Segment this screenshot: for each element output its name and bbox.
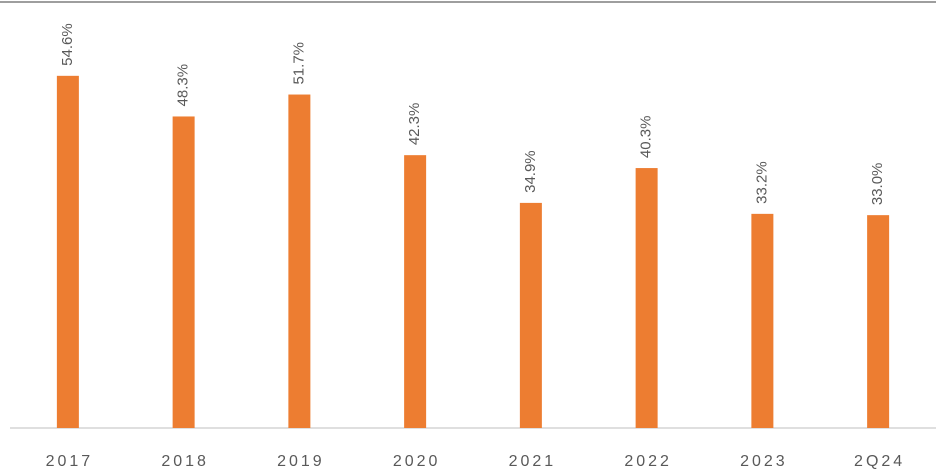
data-label: 42.3% [406, 103, 423, 146]
bar [751, 213, 774, 428]
bar [172, 116, 195, 428]
data-label: 34.9% [522, 150, 539, 193]
data-label: 54.6% [59, 23, 76, 66]
data-label: 33.0% [869, 163, 886, 206]
bar [288, 94, 311, 428]
x-tick-label: 2019 [277, 453, 325, 470]
x-tick-label: 2023 [740, 453, 788, 470]
data-label: 33.2% [753, 161, 770, 204]
x-tick-label: 2021 [509, 453, 557, 470]
x-tick-label: 2020 [393, 453, 441, 470]
bar [519, 202, 542, 428]
x-tick-label: 2017 [46, 453, 94, 470]
bar [635, 168, 658, 428]
x-tick-label: 2Q24 [854, 453, 905, 470]
data-label: 40.3% [638, 116, 655, 159]
x-tick-label: 2018 [161, 453, 209, 470]
data-label: 51.7% [290, 42, 307, 85]
bar [404, 155, 427, 429]
x-tick-label: 2022 [624, 453, 672, 470]
bar [867, 215, 890, 428]
bar [56, 75, 79, 428]
data-label: 48.3% [175, 64, 192, 107]
